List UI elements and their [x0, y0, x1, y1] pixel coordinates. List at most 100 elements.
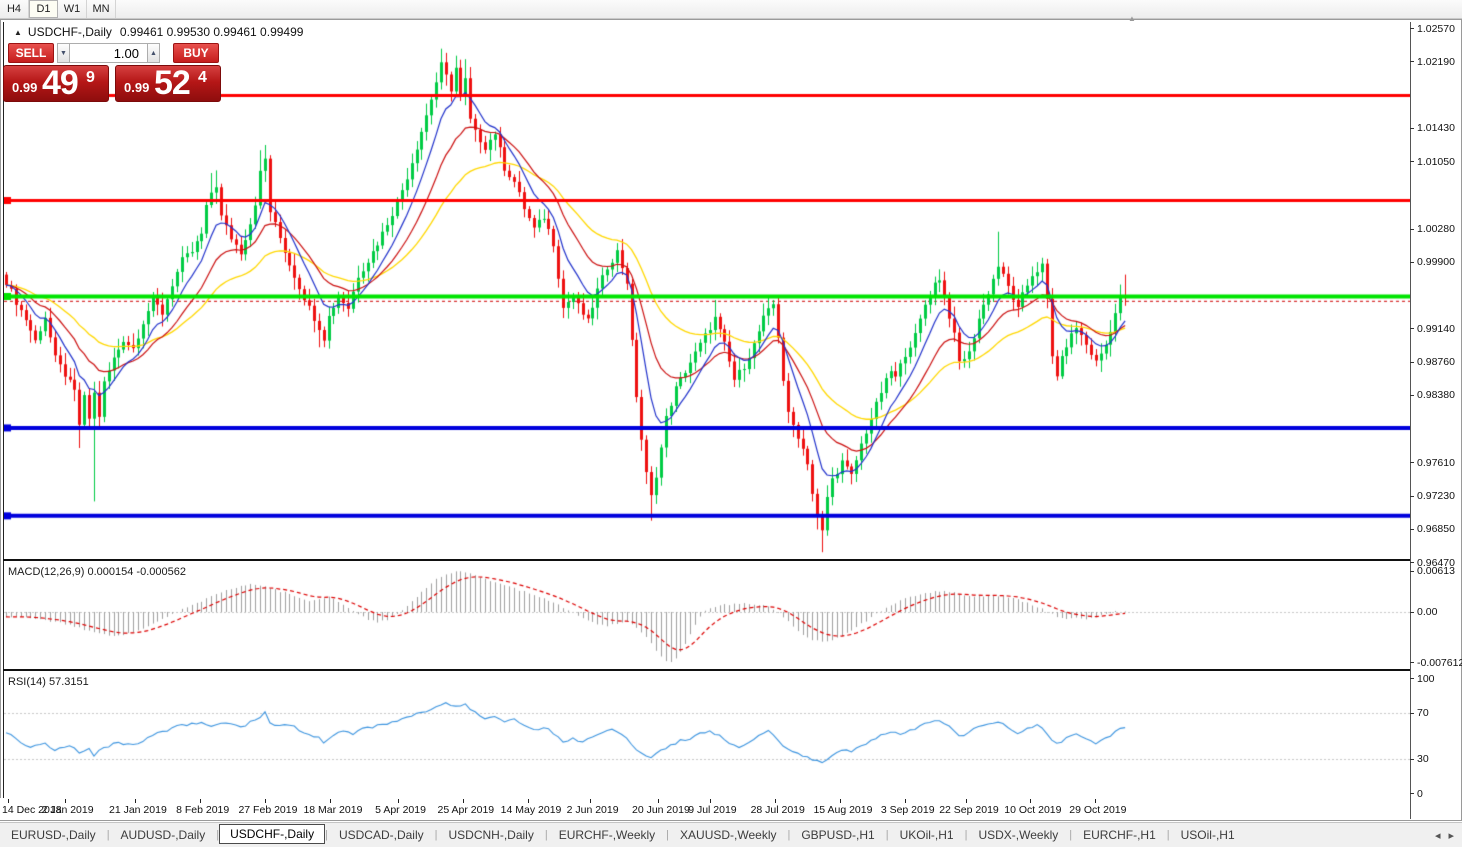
tab-separator: |	[544, 829, 548, 841]
date-tickmark	[590, 799, 591, 803]
timeframe-button-mn[interactable]: MN	[87, 0, 116, 18]
tab-ukoil-h1[interactable]: UKOil-,H1	[899, 828, 954, 842]
buy-price-box[interactable]: 0.99 52 4	[115, 64, 221, 102]
price-axis-label-tickmark	[1410, 161, 1414, 163]
buy-button[interactable]: BUY	[173, 43, 219, 63]
tab-usdcnh-daily[interactable]: USDCNH-,Daily	[448, 828, 534, 842]
timeframe-button-h4[interactable]: H4	[0, 0, 29, 18]
rsi-axis-label: 0	[1417, 787, 1423, 800]
date-axis-label: 20 Jun 2019	[631, 804, 690, 816]
buy-price-pip-digit: 4	[198, 69, 207, 86]
date-tickmark	[710, 799, 711, 803]
tab-scroll-right-icon[interactable]: ▸	[1448, 829, 1454, 842]
price-axis-label: 1.02190	[1417, 55, 1455, 68]
date-axis-label: 25 Apr 2019	[437, 804, 495, 816]
date-tickmark	[1095, 799, 1096, 803]
tab-usdchf-daily[interactable]: USDCHF-,Daily	[219, 824, 326, 844]
price-axis-border	[1410, 22, 1411, 819]
price-axis-label-tickmark	[1410, 495, 1414, 497]
price-axis-label-tickmark	[1410, 61, 1414, 63]
volume-increase-button[interactable]: ▲	[147, 43, 160, 63]
sell-price-big-digits: 49	[42, 64, 79, 102]
price-axis-label-tickmark	[1410, 328, 1414, 330]
date-axis-label: 8 Feb 2019	[176, 804, 230, 816]
rsi-axis-label-tickmark	[1410, 793, 1414, 794]
tab-separator: |	[106, 829, 110, 841]
sell-button[interactable]: SELL	[8, 43, 54, 63]
tab-separator: |	[1166, 829, 1170, 841]
chart-left-border	[3, 22, 4, 799]
date-tickmark	[265, 799, 266, 803]
date-tickmark	[775, 799, 776, 803]
price-axis-label: 0.99900	[1417, 256, 1455, 269]
date-tickmark	[463, 799, 464, 803]
tab-eurchf-h1[interactable]: EURCHF-,H1	[1083, 828, 1156, 842]
price-axis-label-tickmark	[1410, 28, 1414, 30]
chart-symbol-label: USDCHF-,Daily	[27, 25, 112, 39]
price-axis-label: 0.96850	[1417, 523, 1455, 536]
timeframe-button-w1[interactable]: W1	[58, 0, 87, 18]
tab-scroll-left-icon[interactable]: ◂	[1434, 829, 1441, 842]
rsi-axis-label: 70	[1417, 707, 1429, 719]
macd-pane-splitter[interactable]	[3, 559, 1410, 561]
tab-usdcad-daily[interactable]: USDCAD-,Daily	[338, 828, 424, 842]
date-axis-label: 9 Jul 2019	[688, 804, 737, 816]
tab-usoil-h1[interactable]: USOil-,H1	[1180, 828, 1235, 842]
tab-separator: |	[216, 829, 220, 841]
date-tickmark	[905, 799, 906, 803]
date-tickmark	[398, 799, 399, 803]
price-axis-label: 1.02570	[1417, 22, 1455, 35]
price-axis-label-tickmark	[1410, 462, 1414, 464]
tab-xauusd-weekly[interactable]: XAUUSD-,Weekly	[680, 828, 777, 842]
macd-axis-label: -0.007612	[1417, 656, 1462, 669]
chart-ohlc-quotes: 0.99461 0.99530 0.99461 0.99499	[119, 25, 304, 39]
chart-shift-marker-icon[interactable]: ▲	[1128, 14, 1136, 23]
price-axis-label-tickmark	[1410, 228, 1414, 230]
macd-axis-label-tickmark	[1410, 570, 1414, 572]
price-axis-label-tickmark	[1410, 562, 1414, 564]
date-axis-label: 10 Oct 2019	[1004, 804, 1062, 816]
sell-price-pip-digit: 9	[86, 69, 95, 86]
tab-eurchf-weekly[interactable]: EURCHF-,Weekly	[558, 828, 656, 842]
macd-axis-label-tickmark	[1410, 611, 1414, 613]
collapse-arrow-icon[interactable]: ▲	[14, 28, 22, 37]
timeframe-toolbar: H4 D1 W1 MN	[0, 0, 1462, 19]
tab-separator: |	[885, 829, 889, 841]
date-axis[interactable]: 14 Dec 2018 2 Jan 2019 21 Jan 2019 8 Feb 20…	[0, 798, 1410, 820]
sell-price-prefix: 0.99	[12, 80, 38, 95]
price-axis-label-tickmark	[1410, 528, 1414, 530]
tab-separator: |	[325, 829, 328, 841]
price-axis-label: 0.98760	[1417, 356, 1455, 369]
volume-input[interactable]	[70, 43, 147, 63]
timeframe-button-d1[interactable]: D1	[29, 0, 58, 18]
tab-separator: |	[434, 829, 438, 841]
price-axis-label-tickmark	[1410, 394, 1414, 396]
date-axis-label: 2 Jan 2019	[41, 804, 94, 816]
price-axis-label-tickmark	[1410, 361, 1414, 363]
price-chart-canvas[interactable]	[4, 22, 1410, 798]
date-tickmark	[200, 799, 201, 803]
sell-price-box[interactable]: 0.99 49 9	[3, 64, 109, 102]
chart-tab-bar: EURUSD-,Daily | AUDUSD-,Daily | USDCHF-,Dail…	[0, 822, 1462, 847]
date-axis-label: 18 Mar 2019	[303, 804, 363, 816]
rsi-pane-splitter[interactable]	[3, 669, 1410, 671]
one-click-trade-panel: SELL ▼ ▲ BUY 0.99 49 9 0.99 52 4	[3, 42, 223, 104]
tab-separator: |	[787, 829, 791, 841]
tab-separator: |	[1069, 829, 1073, 841]
date-axis-label: 3 Sep 2019	[880, 804, 935, 816]
rsi-axis-label: 30	[1417, 753, 1429, 765]
price-axis-label: 0.97610	[1417, 456, 1455, 469]
rsi-axis-label-tickmark	[1410, 758, 1414, 760]
tab-audusd-daily[interactable]: AUDUSD-,Daily	[120, 828, 206, 842]
price-axis-label: 0.98380	[1417, 389, 1455, 402]
tab-nav-arrows: ◂ ▸	[1435, 829, 1454, 842]
tab-usdx-weekly[interactable]: USDX-,Weekly	[978, 828, 1059, 842]
macd-indicator-label: MACD(12,26,9) 0.000154 -0.000562	[8, 566, 186, 578]
tab-eurusd-daily[interactable]: EURUSD-,Daily	[11, 828, 96, 842]
tab-gbpusd-h1[interactable]: GBPUSD-,H1	[801, 828, 875, 842]
volume-decrease-button[interactable]: ▼	[57, 43, 70, 63]
macd-axis-label: 0.00613	[1417, 565, 1455, 578]
date-tickmark	[840, 799, 841, 803]
date-tickmark	[658, 799, 659, 803]
